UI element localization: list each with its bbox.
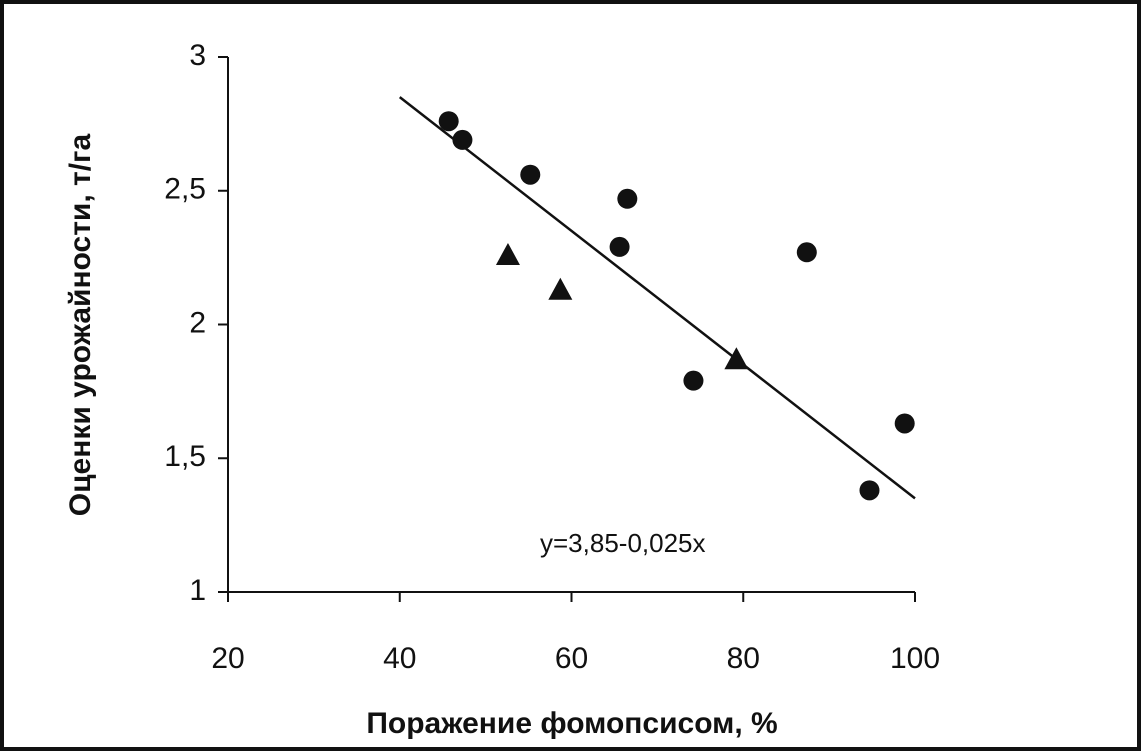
x-axis-title: Поражение фомопсисом, %	[366, 707, 777, 740]
x-tick-label: 60	[555, 642, 588, 675]
triangle-point	[724, 347, 749, 370]
x-tick-label: 40	[383, 642, 416, 675]
x-tick-label: 80	[727, 642, 760, 675]
y-tick-label: 1,5	[164, 440, 206, 473]
circle-point	[438, 111, 459, 132]
y-axis-title: Оценки урожайности, т/га	[64, 133, 97, 516]
circle-point	[859, 480, 880, 501]
y-tick-label: 2	[189, 306, 206, 339]
circle-point	[894, 413, 915, 434]
equation: y=3,85-0,025x	[540, 528, 706, 558]
y-tick-label: 3	[189, 39, 206, 72]
x-tick-label: 20	[211, 642, 244, 675]
circle-point	[796, 242, 817, 263]
circle-point	[609, 236, 630, 257]
x-tick-label: 100	[890, 642, 940, 675]
y-tick-label: 2,5	[164, 173, 206, 206]
circle-point	[617, 188, 638, 209]
circle-point	[452, 129, 473, 150]
circle-point	[520, 164, 541, 185]
y-tick-label: 1	[189, 574, 206, 607]
trend-line	[398, 96, 916, 500]
circle-point	[683, 370, 704, 391]
triangle-point	[548, 277, 573, 300]
triangle-point	[495, 242, 520, 265]
